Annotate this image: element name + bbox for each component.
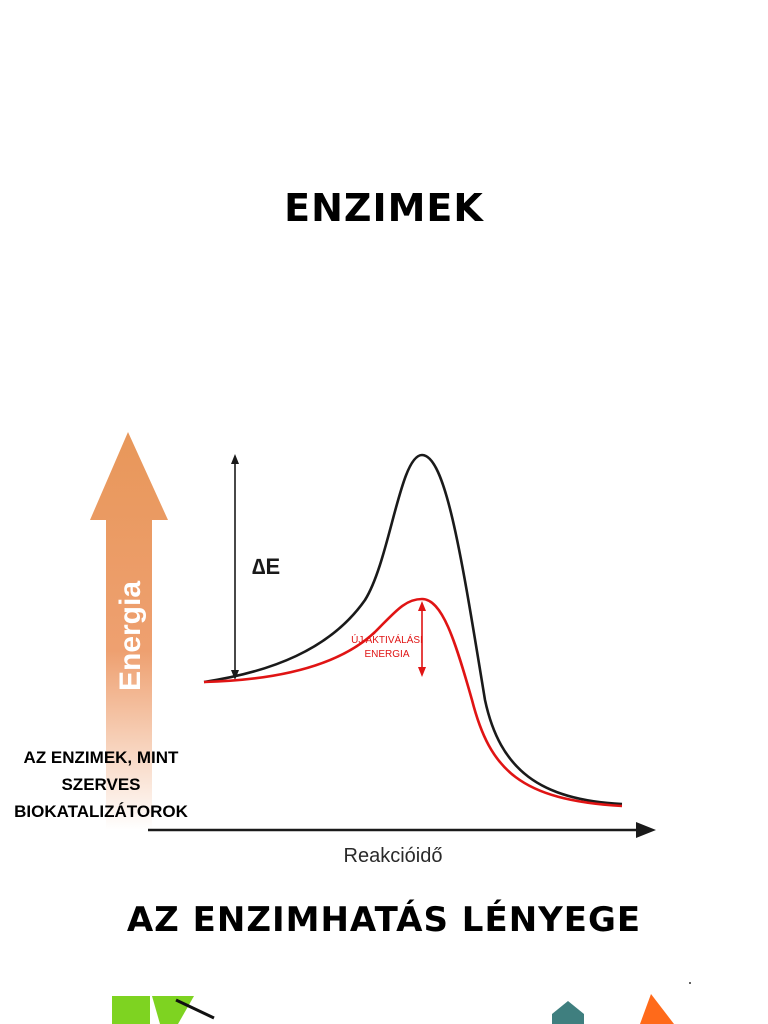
new-activation-energy-label-line2: ENERGIA (364, 649, 409, 660)
uncatalyzed-reaction-curve (203, 453, 623, 806)
delta-e-arrow (231, 454, 239, 680)
new-activation-energy-arrow (418, 601, 426, 677)
dot-mark (689, 982, 691, 984)
orange-substrate-shape (640, 994, 674, 1024)
new-activation-energy-label-line1: ÚJ AKTIVÁLÁSI (351, 633, 423, 646)
green-enzyme-shape (112, 996, 215, 1024)
page-title: ENZIMEK (284, 186, 484, 230)
teal-substrate-shape (552, 1001, 584, 1024)
delta-e-label: ∆E (252, 554, 280, 579)
catalyzed-reaction-curve (203, 597, 623, 808)
x-axis-label: Reakcióidő (344, 845, 443, 867)
energy-arrow-label: Energia (114, 581, 147, 691)
x-axis (148, 822, 656, 838)
enzyme-caption: AZ ENZIMEK, MINT SZERVES BIOKATALIZÁTORO… (14, 748, 188, 821)
energy-arrow (90, 432, 168, 830)
section-heading: AZ ENZIMHATÁS LÉNYEGE (126, 900, 642, 940)
